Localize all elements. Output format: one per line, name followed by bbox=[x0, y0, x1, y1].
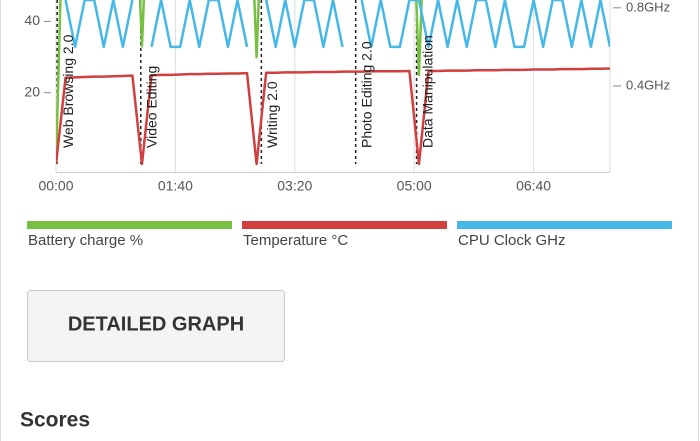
series-line bbox=[64, 0, 610, 49]
annotation-label: Photo Editing 2.0 bbox=[358, 41, 374, 148]
y-tick-label: 40 bbox=[24, 12, 40, 28]
legend-swatch bbox=[242, 221, 447, 229]
legend-swatch bbox=[27, 221, 232, 229]
y2-tick-label: 0.4GHz bbox=[626, 77, 670, 92]
legend: Battery charge % Temperature °C CPU Clock … bbox=[27, 221, 672, 249]
annotation-label: Web Browsing 2.0 bbox=[60, 34, 76, 148]
series-line bbox=[56, 67, 610, 166]
annotation-label: Writing 2.0 bbox=[264, 81, 280, 148]
plot-area bbox=[56, 0, 610, 166]
axes: 00:00 01:40 03:20 05:00 06:40 20 40 0.4GHz 0.8GH… bbox=[24, 0, 670, 194]
grid bbox=[55, 0, 611, 172]
button-background[interactable] bbox=[27, 290, 285, 362]
x-tick-label: 06:40 bbox=[516, 178, 551, 194]
x-tick-label: 01:40 bbox=[158, 178, 193, 194]
legend-swatch bbox=[457, 221, 672, 229]
y-tick-label: 20 bbox=[24, 83, 40, 99]
x-tick-label: 05:00 bbox=[397, 178, 432, 194]
detailed-graph-button[interactable]: DETAILED GRAPH bbox=[27, 290, 285, 362]
annotation-label: Video Editing bbox=[143, 66, 159, 148]
legend-label: Temperature °C bbox=[243, 232, 348, 249]
legend-label: CPU Clock GHz bbox=[458, 232, 566, 249]
annotation-label: Data Manipulation bbox=[419, 35, 435, 148]
x-tick-label: 03:20 bbox=[277, 178, 312, 194]
legend-label: Battery charge % bbox=[28, 232, 143, 249]
x-tick-label: 00:00 bbox=[38, 178, 73, 194]
section-title: Scores bbox=[20, 409, 90, 432]
y2-tick-label: 0.8GHz bbox=[626, 0, 670, 14]
button-label[interactable]: DETAILED GRAPH bbox=[68, 313, 244, 335]
